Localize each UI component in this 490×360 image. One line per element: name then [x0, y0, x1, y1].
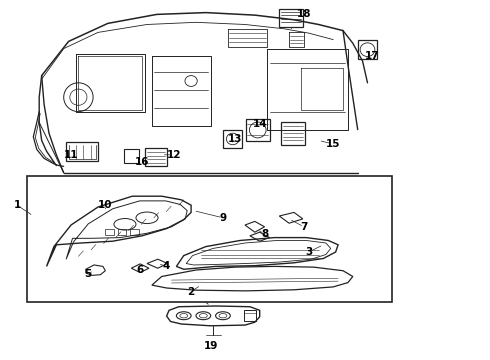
Bar: [246, 119, 270, 141]
Text: 8: 8: [261, 229, 268, 239]
Bar: [279, 9, 303, 27]
Bar: [244, 310, 256, 321]
Text: 11: 11: [64, 150, 78, 160]
Text: 12: 12: [167, 150, 181, 160]
Bar: [105, 229, 114, 235]
Text: 13: 13: [228, 134, 243, 144]
Bar: [124, 149, 139, 163]
Bar: [118, 229, 126, 235]
Bar: [145, 148, 167, 166]
Text: 16: 16: [135, 157, 149, 167]
Text: 19: 19: [203, 341, 218, 351]
Text: 6: 6: [136, 265, 143, 275]
Text: 3: 3: [305, 247, 312, 257]
Text: 9: 9: [220, 213, 226, 223]
Text: 14: 14: [252, 119, 267, 129]
Text: 10: 10: [98, 200, 113, 210]
Bar: [66, 142, 98, 161]
Bar: [130, 229, 139, 235]
Bar: [223, 130, 242, 148]
Text: 7: 7: [300, 222, 308, 232]
Text: 15: 15: [326, 139, 341, 149]
Text: 1: 1: [14, 200, 21, 210]
Bar: [358, 40, 377, 59]
Bar: [27, 176, 392, 302]
Text: 4: 4: [163, 261, 171, 271]
Bar: [281, 122, 305, 145]
Text: 17: 17: [365, 51, 380, 61]
Text: 5: 5: [85, 269, 92, 279]
Text: 18: 18: [296, 9, 311, 19]
Text: 2: 2: [188, 287, 195, 297]
